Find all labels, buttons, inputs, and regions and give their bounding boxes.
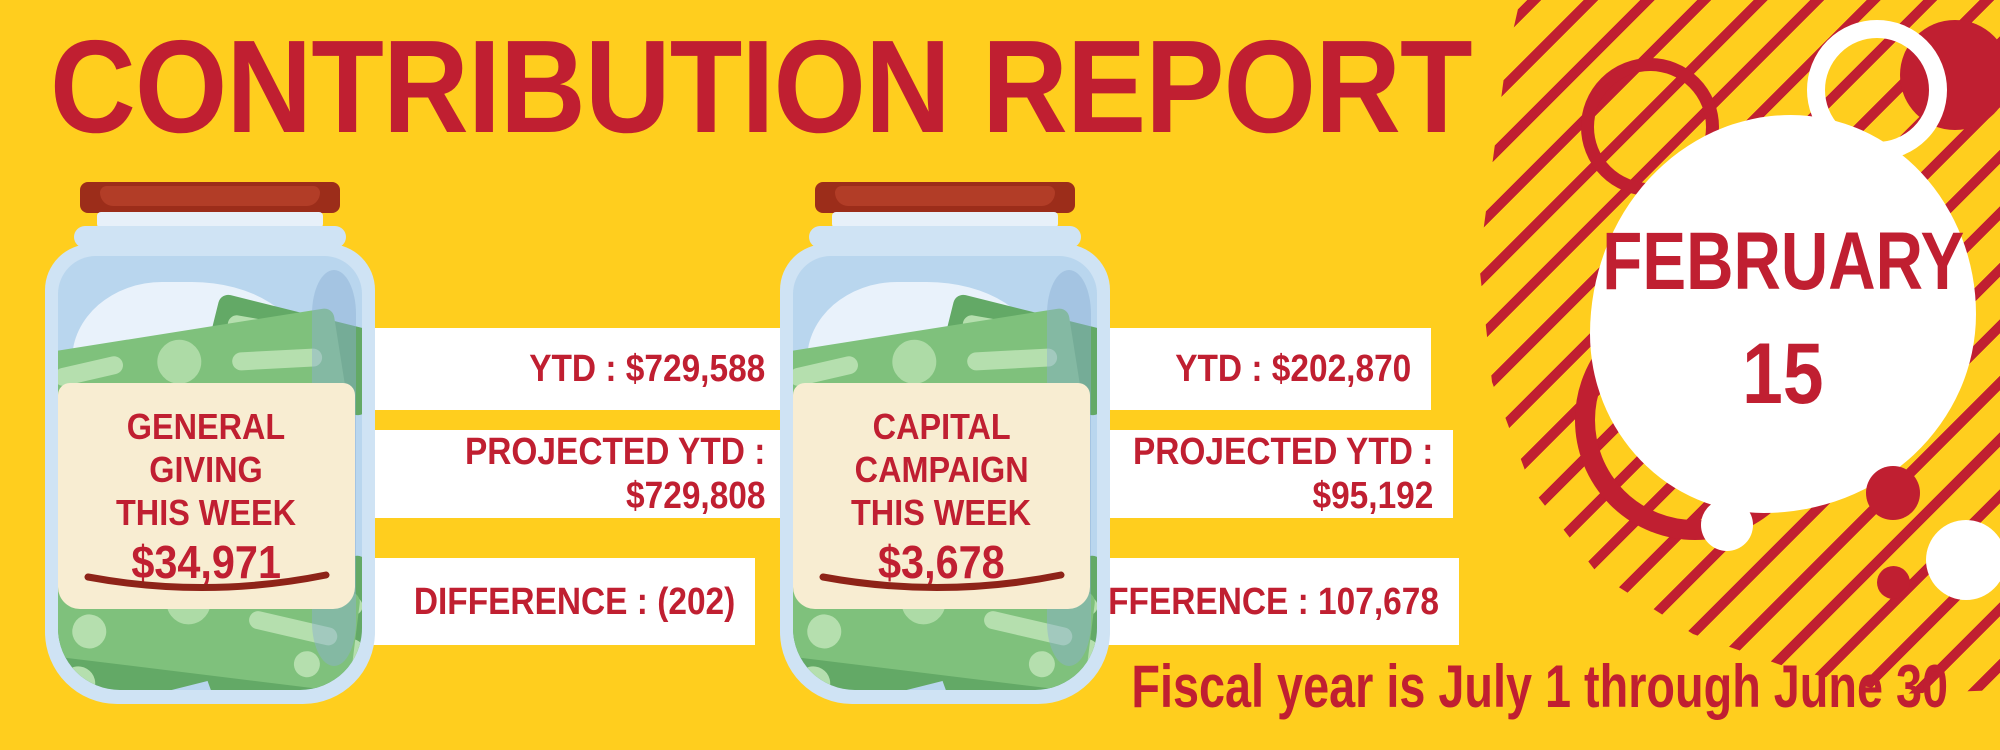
capital-campaign-jar: CAPITAL CAMPAIGN THIS WEEK $3,678 (780, 180, 1110, 710)
general-difference-bar: DIFFERENCE : (202) (365, 558, 755, 645)
curved-underline (819, 571, 1065, 591)
curved-underline (84, 571, 330, 591)
jar-neck (809, 226, 1081, 248)
general-giving-label: GENERAL GIVING THIS WEEK $34,971 (58, 383, 355, 609)
capital-campaign-label: CAPITAL CAMPAIGN THIS WEEK $3,678 (793, 383, 1090, 609)
date-badge-day: 15 (1742, 325, 1824, 422)
jar-rim (832, 212, 1058, 228)
label-line: CAPITAL (872, 406, 1011, 447)
stat-text: DIFFERENCE : (202) (413, 580, 735, 623)
stat-text: $729,808 (625, 475, 765, 517)
label-line: GENERAL (127, 406, 286, 447)
stat-text: YTD : $729,588 (528, 348, 765, 390)
red-circle-small-decoration (1866, 466, 1920, 520)
label-line: GIVING (149, 449, 264, 490)
jar-lid (815, 182, 1075, 213)
capital-ytd-bar: YTD : $202,870 (1098, 328, 1431, 410)
red-dot-decoration (1877, 566, 1910, 599)
capital-projected-ytd-bar: PROJECTED YTD : $95,192 (1098, 430, 1453, 518)
stat-text: $95,192 (1312, 475, 1433, 517)
stat-text: YTD : $202,870 (1174, 348, 1411, 390)
jar-rim (97, 212, 323, 228)
label-line: CAMPAIGN (854, 449, 1029, 490)
general-giving-jar: GENERAL GIVING THIS WEEK $34,971 (45, 180, 375, 710)
stat-text: PROJECTED YTD : (1132, 431, 1433, 473)
page-title: CONTRIBUTION REPORT (50, 13, 1473, 160)
general-projected-ytd-bar: PROJECTED YTD : $729,808 (365, 430, 785, 518)
capital-difference-bar: DIFFERENCE : 107,678 (1075, 558, 1459, 645)
jar-body: CAPITAL CAMPAIGN THIS WEEK $3,678 (780, 244, 1110, 704)
jar-neck (74, 226, 346, 248)
weekly-amount: $3,678 (878, 536, 1005, 588)
stat-text: PROJECTED YTD : (464, 431, 765, 473)
jar-lid (80, 182, 340, 213)
white-circle-decoration (1926, 520, 2000, 600)
date-badge-month: FEBRUARY (1601, 215, 1965, 307)
label-line: THIS WEEK (851, 492, 1032, 533)
fiscal-year-note: Fiscal year is July 1 through June 30 (1131, 653, 1948, 720)
label-line: THIS WEEK (116, 492, 297, 533)
date-badge: FEBRUARY 15 (1590, 115, 1976, 513)
jar-body: GENERAL GIVING THIS WEEK $34,971 (45, 244, 375, 704)
white-dot-decoration (1701, 499, 1753, 551)
weekly-amount: $34,971 (131, 536, 282, 588)
stat-text: DIFFERENCE : 107,678 (1074, 580, 1439, 623)
general-ytd-bar: YTD : $729,588 (365, 328, 785, 410)
